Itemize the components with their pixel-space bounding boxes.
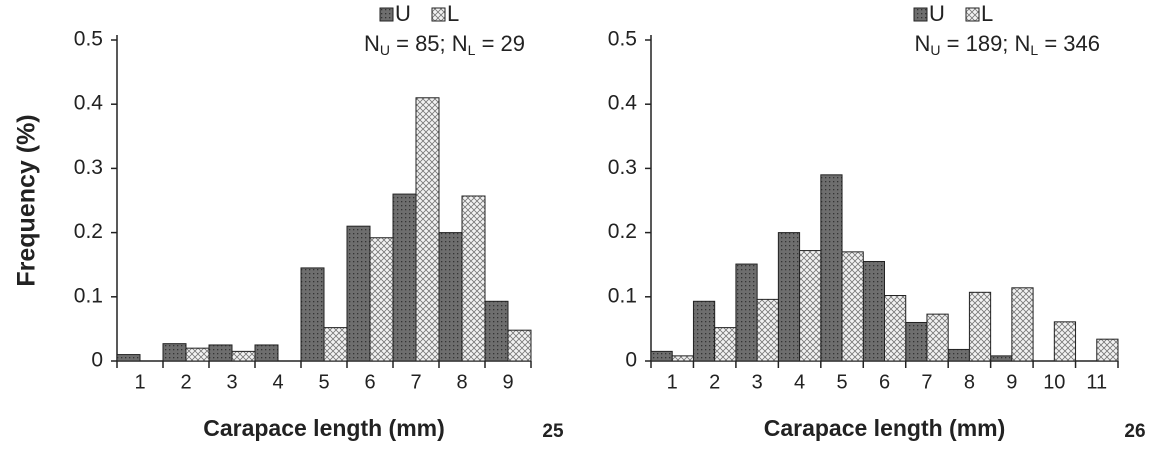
bar: [1011, 287, 1034, 362]
bar: [116, 354, 141, 362]
x-tick-label: 7: [921, 371, 932, 393]
bar: [692, 300, 716, 362]
bar: [254, 344, 279, 362]
x-tick-label: 6: [364, 371, 375, 393]
panel-label: 25: [542, 421, 564, 442]
annotation: NU = 85; NL = 29: [364, 31, 525, 58]
annotation-part: L: [1030, 42, 1038, 58]
x-tick-label: 8: [456, 371, 467, 393]
y-axis-label: Frequency (%): [13, 114, 41, 286]
annotation-part: L: [468, 42, 476, 58]
bar: [438, 232, 463, 362]
bar: [484, 300, 509, 362]
y-tick-label: 0.3: [608, 156, 637, 179]
y-tick-label: 0: [625, 349, 637, 372]
bar: [799, 250, 822, 362]
panel-label: 26: [1124, 421, 1145, 442]
x-axis-label: Carapace length (mm): [203, 415, 445, 441]
y-tick-label: 0.3: [74, 156, 103, 179]
bar: [369, 237, 394, 362]
bar: [415, 97, 440, 362]
annotation-part: U: [380, 42, 390, 58]
annotation-part: = 346: [1038, 31, 1100, 56]
bar: [461, 195, 486, 362]
x-tick-label: 9: [1006, 371, 1017, 393]
bar: [300, 267, 325, 362]
x-tick-label: 2: [180, 371, 191, 393]
annotation: NU = 189; NL = 346: [915, 31, 1100, 58]
bar: [841, 251, 864, 362]
bar: [231, 350, 256, 362]
x-tick-label: 5: [318, 371, 329, 393]
annotation-part: = 85; N: [390, 31, 468, 56]
bar: [650, 350, 673, 362]
annotation-part: N: [915, 31, 931, 56]
bar: [671, 355, 694, 362]
bar: [162, 343, 187, 362]
x-tick-label: 3: [752, 371, 763, 393]
x-tick-label: 11: [1086, 371, 1107, 393]
bar: [990, 355, 1013, 362]
bar: [884, 295, 907, 362]
legend-swatch: [913, 7, 928, 22]
legend-swatch: [379, 7, 394, 22]
bar: [507, 329, 532, 362]
x-tick-label: 4: [794, 371, 805, 393]
bar: [1096, 338, 1119, 362]
bar: [947, 348, 970, 362]
x-tick-label: 3: [226, 371, 237, 393]
x-tick-label: 9: [502, 371, 513, 393]
y-tick-label: 0.4: [608, 92, 638, 115]
bar: [905, 321, 928, 362]
bar: [208, 344, 233, 362]
legend-label: U: [395, 1, 411, 26]
legend-swatch: [965, 7, 980, 22]
bar: [777, 232, 801, 362]
x-tick-label: 7: [410, 371, 421, 393]
legend-swatch: [431, 7, 446, 22]
annotation-part: U: [930, 42, 940, 58]
y-tick-label: 0: [91, 349, 103, 372]
bar: [1053, 321, 1077, 362]
y-tick-label: 0.5: [74, 28, 103, 51]
y-tick-label: 0.2: [608, 220, 637, 243]
bar: [185, 347, 210, 362]
x-tick-label: 5: [836, 371, 847, 393]
legend-label: U: [929, 1, 945, 26]
y-tick-label: 0.1: [608, 284, 637, 307]
bar: [820, 174, 843, 362]
x-tick-label: 4: [272, 371, 283, 393]
legend-label: L: [981, 1, 993, 26]
bar: [346, 225, 371, 362]
bar: [392, 193, 417, 362]
x-tick-label: 8: [964, 371, 975, 393]
annotation-part: = 29: [475, 31, 525, 56]
bar: [926, 313, 949, 362]
bar: [968, 291, 992, 362]
annotation-part: = 189; N: [941, 31, 1031, 56]
x-tick-label: 1: [134, 371, 145, 393]
annotation-part: N: [364, 31, 380, 56]
bar: [756, 298, 779, 362]
y-tick-label: 0.5: [608, 28, 637, 51]
bar: [735, 263, 758, 362]
y-tick-label: 0.2: [74, 220, 103, 243]
x-tick-label: 6: [879, 371, 890, 393]
y-tick-label: 0.4: [74, 92, 104, 115]
bar: [862, 260, 885, 362]
x-tick-label: 2: [709, 371, 720, 393]
x-axis-label: Carapace length (mm): [764, 415, 1006, 441]
bar: [323, 327, 348, 362]
x-tick-label: 10: [1043, 371, 1065, 393]
x-tick-label: 1: [667, 371, 678, 393]
bar: [714, 327, 737, 362]
legend-label: L: [447, 1, 459, 26]
y-tick-label: 0.1: [74, 284, 103, 307]
